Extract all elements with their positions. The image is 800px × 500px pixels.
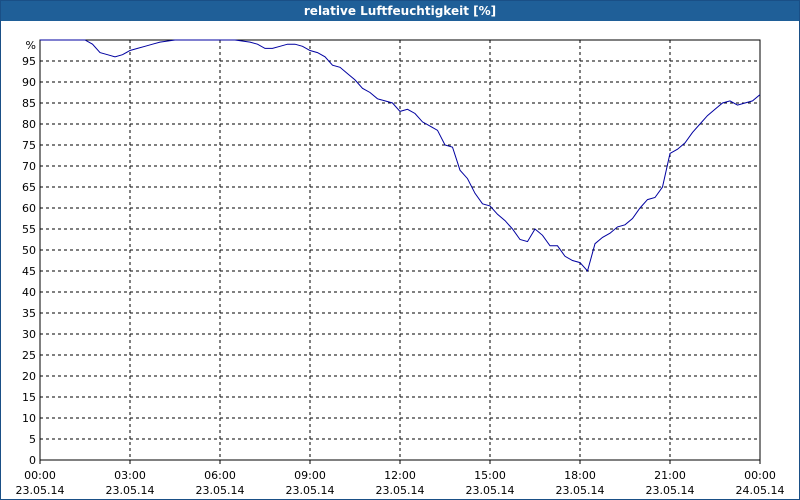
plot-border — [39, 39, 761, 461]
y-tick-label: 50 — [22, 244, 36, 257]
y-tick-label: 5 — [29, 433, 36, 446]
chart-title: relative Luftfeuchtigkeit [%] — [1, 1, 799, 21]
y-unit-label: % — [26, 39, 36, 52]
x-tick-date: 23.05.14 — [16, 484, 65, 497]
x-tick-time: 18:00 — [564, 469, 596, 482]
y-tick-label: 60 — [22, 202, 36, 215]
y-tick-label: 15 — [22, 391, 36, 404]
x-tick-date: 23.05.14 — [466, 484, 515, 497]
y-tick-label: 90 — [22, 76, 36, 89]
x-tick-date: 23.05.14 — [646, 484, 695, 497]
y-tick-label: 85 — [22, 97, 36, 110]
y-tick-label: 75 — [22, 139, 36, 152]
y-tick-label: 55 — [22, 223, 36, 236]
x-tick-time: 00:00 — [744, 469, 776, 482]
x-tick-date: 24.05.14 — [736, 484, 785, 497]
y-tick-label: 0 — [29, 454, 36, 467]
y-tick-label: 70 — [22, 160, 36, 173]
x-tick-time: 15:00 — [474, 469, 506, 482]
y-tick-label: 65 — [22, 181, 36, 194]
x-tick-time: 03:00 — [114, 469, 146, 482]
y-tick-label: 10 — [22, 412, 36, 425]
x-tick-time: 09:00 — [294, 469, 326, 482]
y-tick-label: 80 — [22, 118, 36, 131]
x-tick-date: 23.05.14 — [556, 484, 605, 497]
x-tick-date: 23.05.14 — [106, 484, 155, 497]
y-tick-label: 95 — [22, 55, 36, 68]
series-line-humidity — [40, 39, 761, 273]
y-tick-label: 35 — [22, 307, 36, 320]
x-tick-time: 00:00 — [24, 469, 56, 482]
y-tick-label: 40 — [22, 286, 36, 299]
y-tick-label: 20 — [22, 370, 36, 383]
x-tick-date: 23.05.14 — [376, 484, 425, 497]
y-tick-label: 30 — [22, 328, 36, 341]
y-tick-label: 45 — [22, 265, 36, 278]
x-tick-time: 06:00 — [204, 469, 236, 482]
x-tick-time: 21:00 — [654, 469, 686, 482]
x-tick-date: 23.05.14 — [286, 484, 335, 497]
x-tick-time: 12:00 — [384, 469, 416, 482]
x-tick-date: 23.05.14 — [196, 484, 245, 497]
y-tick-label: 25 — [22, 349, 36, 362]
